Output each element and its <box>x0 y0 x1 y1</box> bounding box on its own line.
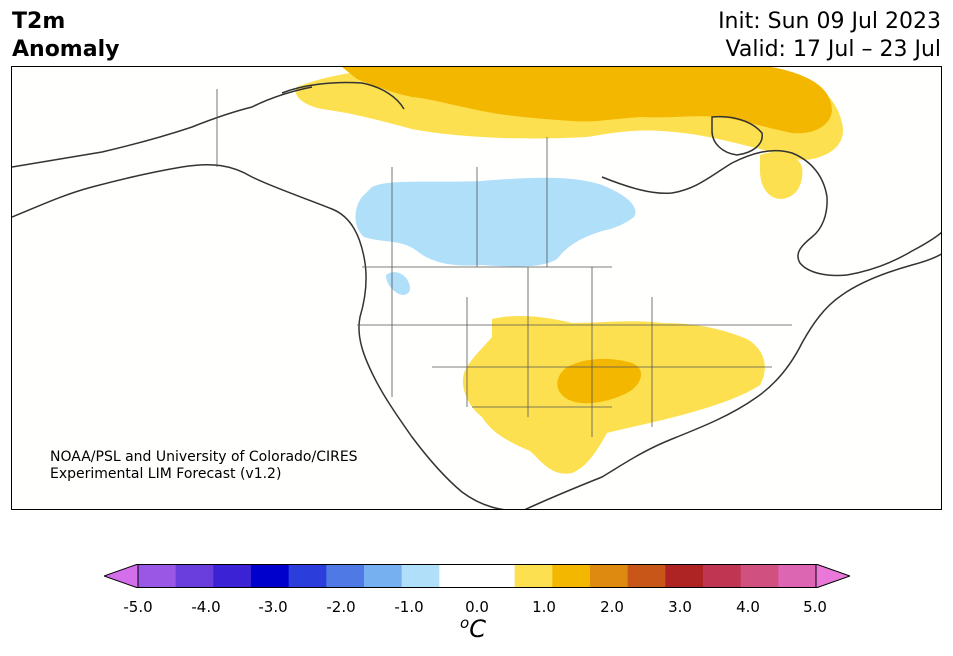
map-canvas <box>12 67 941 509</box>
colorbar <box>102 563 852 589</box>
colorbar-segment <box>740 564 779 588</box>
title-line-2: Anomaly <box>12 37 120 62</box>
colorbar-segment <box>552 564 591 588</box>
tick-label: -4.0 <box>191 598 221 616</box>
colorbar-extend-high <box>815 563 852 589</box>
colorbar-segment <box>627 564 666 588</box>
tick-label: 4.0 <box>736 598 760 616</box>
hudson-warm-region <box>760 152 803 199</box>
colorbar-svg <box>102 563 852 589</box>
anomaly-map: NOAA/PSL and University of Colorado/CIRE… <box>11 66 942 510</box>
colorbar-segment <box>401 564 440 588</box>
tick-label: -1.0 <box>394 598 424 616</box>
init-date: Init: Sun 09 Jul 2023 <box>718 9 941 34</box>
colorbar-segment <box>590 564 629 588</box>
title-line-1: T2m <box>12 9 66 34</box>
credit-line-2: Experimental LIM Forecast (v1.2) <box>50 466 282 482</box>
credit-text: NOAA/PSL and University of Colorado/CIRE… <box>50 449 358 483</box>
colorbar-segment <box>439 564 478 588</box>
forecast-dates: Init: Sun 09 Jul 2023 Valid: 17 Jul – 23… <box>718 8 941 64</box>
arctic-warm-region-inner <box>342 67 832 134</box>
colorbar-segment <box>288 564 327 588</box>
colorbar-ticks: -5.0 -4.0 -3.0 -2.0 -1.0 0.0 1.0 2.0 3.0… <box>0 598 953 618</box>
map-title: T2m Anomaly <box>12 8 119 64</box>
unit-letter: C <box>469 615 486 643</box>
colorbar-segment <box>703 564 742 588</box>
colorbar-segment <box>138 564 177 588</box>
political-borders <box>216 89 792 437</box>
tick-label: 2.0 <box>600 598 624 616</box>
southern-warm-region-inner <box>557 358 642 404</box>
tick-label: -5.0 <box>123 598 153 616</box>
colorbar-segment <box>175 564 214 588</box>
colorbar-segment <box>514 564 553 588</box>
colorbar-extend-low <box>102 563 139 589</box>
tick-label: -2.0 <box>326 598 356 616</box>
colorbar-segment <box>251 564 290 588</box>
unit-degree: o <box>460 614 470 632</box>
colorbar-unit: oC <box>460 614 486 643</box>
colorbar-segment <box>477 564 516 588</box>
colorbar-segment <box>326 564 365 588</box>
coastlines <box>12 81 941 509</box>
tick-label: 1.0 <box>532 598 556 616</box>
colorbar-segment <box>778 564 817 588</box>
cool-anomaly-region <box>355 177 636 267</box>
colorbar-segment <box>665 564 704 588</box>
tick-label: -3.0 <box>258 598 288 616</box>
colorbar-frame <box>137 564 817 588</box>
valid-range: Valid: 17 Jul – 23 Jul <box>725 37 941 62</box>
colorbar-segment <box>364 564 403 588</box>
colorbar-segment <box>213 564 252 588</box>
tick-label: 3.0 <box>668 598 692 616</box>
tick-label: 0.0 <box>465 598 489 616</box>
credit-line-1: NOAA/PSL and University of Colorado/CIRE… <box>50 449 358 465</box>
tick-label: 5.0 <box>803 598 827 616</box>
